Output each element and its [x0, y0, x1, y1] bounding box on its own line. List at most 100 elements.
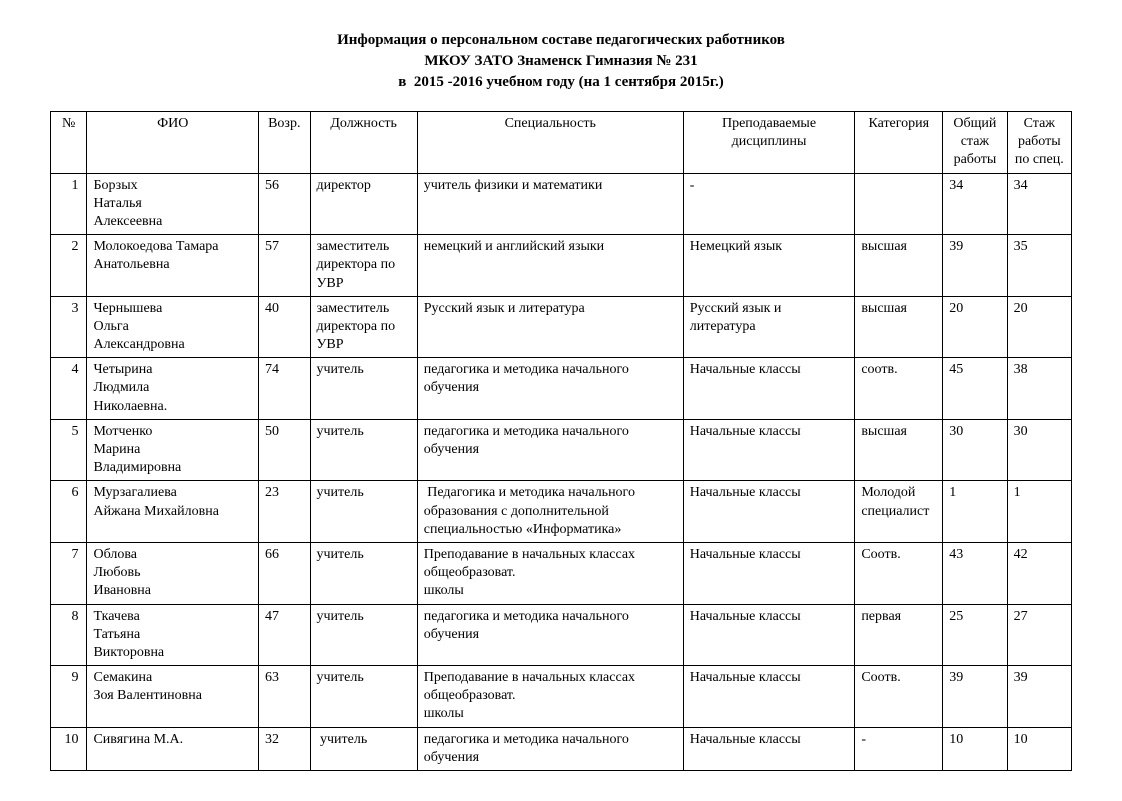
cell-age: 40	[259, 296, 310, 358]
cell-disciplines: Русский язык и литература	[683, 296, 855, 358]
cell-exp: 10	[1007, 727, 1071, 770]
cell-specialty: Русский язык и литература	[417, 296, 683, 358]
cell-age: 74	[259, 358, 310, 420]
table-row: 2Молокоедова Тамара Анатольевна57замести…	[51, 235, 1072, 297]
cell-exp: 42	[1007, 542, 1071, 604]
cell-num: 3	[51, 296, 87, 358]
table-row: 3Чернышева Ольга Александровна40заместит…	[51, 296, 1072, 358]
cell-total: 1	[943, 481, 1007, 543]
cell-disciplines: Начальные классы	[683, 727, 855, 770]
cell-category: Соотв.	[855, 542, 943, 604]
table-row: 1Борзых Наталья Алексеевна56директоручит…	[51, 173, 1072, 235]
table-row: 4Четырина Людмила Николаевна.74учительпе…	[51, 358, 1072, 420]
cell-position: заместитель директора по УВР	[310, 235, 417, 297]
cell-fio: Молокоедова Тамара Анатольевна	[87, 235, 259, 297]
cell-disciplines: Начальные классы	[683, 666, 855, 728]
cell-fio: Семакина Зоя Валентиновна	[87, 666, 259, 728]
cell-total: 34	[943, 173, 1007, 235]
cell-age: 63	[259, 666, 310, 728]
table-row: 7Облова Любовь Ивановна66учительПреподав…	[51, 542, 1072, 604]
cell-disciplines: Начальные классы	[683, 542, 855, 604]
table-row: 8Ткачева Татьяна Викторовна47учительпеда…	[51, 604, 1072, 666]
cell-total: 30	[943, 419, 1007, 481]
cell-num: 4	[51, 358, 87, 420]
cell-num: 5	[51, 419, 87, 481]
cell-exp: 1	[1007, 481, 1071, 543]
cell-fio: Борзых Наталья Алексеевна	[87, 173, 259, 235]
cell-age: 56	[259, 173, 310, 235]
cell-fio: Ткачева Татьяна Викторовна	[87, 604, 259, 666]
cell-exp: 34	[1007, 173, 1071, 235]
table-row: 9Семакина Зоя Валентиновна63учительПрепо…	[51, 666, 1072, 728]
cell-num: 6	[51, 481, 87, 543]
cell-num: 10	[51, 727, 87, 770]
cell-category: соотв.	[855, 358, 943, 420]
col-num: №	[51, 112, 87, 174]
col-category: Категория	[855, 112, 943, 174]
cell-num: 9	[51, 666, 87, 728]
cell-exp: 27	[1007, 604, 1071, 666]
cell-fio: Четырина Людмила Николаевна.	[87, 358, 259, 420]
staff-table: № ФИО Возр. Должность Специальность Преп…	[50, 111, 1072, 771]
cell-exp: 35	[1007, 235, 1071, 297]
table-row: 6Мурзагалиева Айжана Михайловна23учитель…	[51, 481, 1072, 543]
col-total: Общий стаж работы	[943, 112, 1007, 174]
cell-num: 8	[51, 604, 87, 666]
cell-specialty: Преподавание в начальных классах общеобр…	[417, 666, 683, 728]
header-line-1: Информация о персональном составе педаго…	[50, 30, 1072, 51]
cell-position: учитель	[310, 419, 417, 481]
cell-total: 39	[943, 235, 1007, 297]
page-header: Информация о персональном составе педаго…	[50, 30, 1072, 93]
cell-disciplines: Немецкий язык	[683, 235, 855, 297]
cell-exp: 30	[1007, 419, 1071, 481]
cell-fio: Облова Любовь Ивановна	[87, 542, 259, 604]
cell-age: 23	[259, 481, 310, 543]
cell-total: 10	[943, 727, 1007, 770]
cell-exp: 38	[1007, 358, 1071, 420]
cell-total: 39	[943, 666, 1007, 728]
cell-fio: Сивягина М.А.	[87, 727, 259, 770]
cell-category: первая	[855, 604, 943, 666]
cell-specialty: немецкий и английский языки	[417, 235, 683, 297]
cell-total: 43	[943, 542, 1007, 604]
cell-age: 66	[259, 542, 310, 604]
table-body: 1Борзых Наталья Алексеевна56директоручит…	[51, 173, 1072, 770]
cell-position: заместитель директора по УВР	[310, 296, 417, 358]
cell-specialty: Педагогика и методика начального образов…	[417, 481, 683, 543]
cell-category: -	[855, 727, 943, 770]
col-exp: Стаж работы по спец.	[1007, 112, 1071, 174]
cell-disciplines: Начальные классы	[683, 419, 855, 481]
cell-age: 57	[259, 235, 310, 297]
header-line-2: МКОУ ЗАТО Знаменск Гимназия № 231	[50, 51, 1072, 72]
cell-position: учитель	[310, 727, 417, 770]
cell-category: Молодой специалист	[855, 481, 943, 543]
cell-category	[855, 173, 943, 235]
cell-total: 25	[943, 604, 1007, 666]
cell-age: 32	[259, 727, 310, 770]
cell-total: 45	[943, 358, 1007, 420]
col-position: Должность	[310, 112, 417, 174]
col-fio: ФИО	[87, 112, 259, 174]
cell-position: учитель	[310, 542, 417, 604]
col-specialty: Специальность	[417, 112, 683, 174]
cell-position: учитель	[310, 481, 417, 543]
col-discipline: Преподаваемые дисциплины	[683, 112, 855, 174]
table-row: 10Сивягина М.А.32 учительпедагогика и ме…	[51, 727, 1072, 770]
cell-category: высшая	[855, 296, 943, 358]
cell-fio: Чернышева Ольга Александровна	[87, 296, 259, 358]
cell-total: 20	[943, 296, 1007, 358]
cell-specialty: учитель физики и математики	[417, 173, 683, 235]
cell-category: высшая	[855, 235, 943, 297]
cell-exp: 39	[1007, 666, 1071, 728]
cell-position: директор	[310, 173, 417, 235]
cell-disciplines: Начальные классы	[683, 358, 855, 420]
cell-age: 50	[259, 419, 310, 481]
cell-specialty: Преподавание в начальных классах общеобр…	[417, 542, 683, 604]
col-age: Возр.	[259, 112, 310, 174]
cell-age: 47	[259, 604, 310, 666]
cell-position: учитель	[310, 604, 417, 666]
header-line-3: в 2015 -2016 учебном году (на 1 сентября…	[50, 72, 1072, 93]
cell-num: 7	[51, 542, 87, 604]
cell-exp: 20	[1007, 296, 1071, 358]
cell-disciplines: Начальные классы	[683, 481, 855, 543]
